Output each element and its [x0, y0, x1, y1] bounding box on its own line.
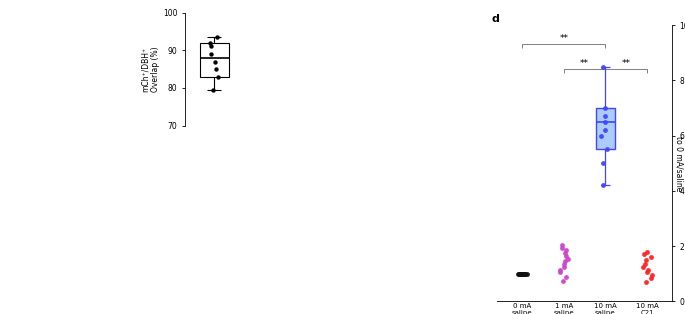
Point	[560, 259, 571, 264]
Point	[640, 257, 651, 263]
Bar	[199, 43, 229, 77]
Text: d: d	[492, 14, 499, 24]
Point	[600, 114, 611, 119]
Point	[560, 251, 571, 256]
Point	[645, 255, 656, 260]
Point	[212, 35, 223, 40]
Point	[641, 249, 652, 254]
Point	[640, 279, 651, 284]
Point	[640, 262, 651, 267]
Point	[206, 44, 216, 49]
Point	[561, 248, 572, 253]
Point	[522, 271, 533, 276]
Point	[210, 59, 221, 64]
Point	[519, 271, 530, 276]
Point	[601, 147, 612, 152]
Point	[514, 271, 525, 276]
Point	[598, 64, 609, 69]
Point	[562, 256, 573, 261]
Point	[595, 133, 606, 138]
Text: **: **	[622, 59, 631, 68]
Point	[515, 271, 526, 276]
Point	[643, 267, 654, 272]
Point	[638, 264, 649, 269]
Point	[555, 267, 566, 272]
Point	[557, 242, 568, 247]
Point	[559, 264, 570, 269]
Point	[555, 270, 566, 275]
Point	[514, 271, 525, 276]
Point	[642, 270, 653, 275]
Point	[646, 275, 657, 280]
Point	[205, 40, 216, 45]
Y-axis label: Normalized AUC
to 0 mA/saline: Normalized AUC to 0 mA/saline	[674, 132, 685, 194]
Point	[598, 161, 609, 166]
Bar	[596, 108, 615, 149]
Point	[599, 106, 610, 111]
Text: **: **	[560, 34, 569, 43]
Y-axis label: mCh⁺/DBH⁺
Overlap (%): mCh⁺/DBH⁺ Overlap (%)	[140, 46, 160, 92]
Point	[599, 127, 610, 133]
Point	[516, 271, 527, 276]
Point	[597, 183, 608, 188]
Point	[519, 271, 530, 276]
Point	[210, 67, 221, 72]
Point	[556, 245, 567, 250]
Point	[512, 271, 523, 276]
Point	[599, 119, 610, 124]
Point	[647, 273, 658, 278]
Point	[561, 274, 572, 279]
Point	[516, 271, 527, 276]
Point	[561, 253, 572, 258]
Point	[516, 271, 527, 276]
Point	[206, 51, 216, 57]
Point	[639, 252, 650, 257]
Point	[558, 278, 569, 283]
Point	[519, 271, 530, 276]
Point	[208, 87, 219, 92]
Point	[559, 262, 570, 267]
Point	[519, 271, 530, 276]
Point	[212, 74, 223, 79]
Point	[516, 271, 527, 276]
Point	[517, 271, 528, 276]
Text: **: **	[580, 59, 589, 68]
